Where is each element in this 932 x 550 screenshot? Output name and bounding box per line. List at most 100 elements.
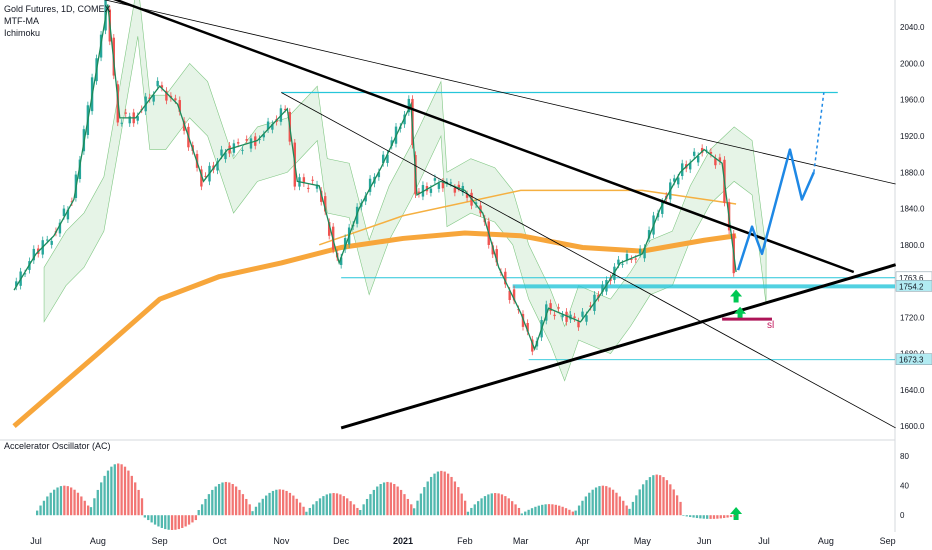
candle-body — [182, 120, 186, 131]
osc-bar — [342, 496, 345, 516]
osc-bar — [463, 500, 467, 516]
candle-body — [526, 322, 529, 332]
osc-bar — [39, 505, 42, 516]
chart-legend: Gold Futures, 1D, COMEX MTF-MA Ichimoku — [4, 3, 111, 39]
osc-bar — [87, 505, 90, 516]
candle-body — [581, 311, 584, 317]
osc-bar — [150, 515, 153, 523]
oscillator-title[interactable]: Accelerator Oscillator (AC) — [4, 441, 111, 451]
osc-bar — [466, 511, 470, 516]
candle-body — [377, 172, 381, 178]
candle-body — [465, 194, 469, 198]
osc-bar — [80, 496, 83, 516]
trendlines[interactable] — [98, 0, 897, 430]
price-tick-label: 1920.0 — [900, 132, 925, 141]
time-axis[interactable]: Jul Aug Sep Oct Nov Dec 2021 Feb Mar Apr May Jun Jul… — [30, 536, 895, 546]
osc-bar — [558, 505, 561, 516]
osc-bar — [70, 487, 73, 516]
candle-body — [58, 222, 62, 234]
osc-bar — [497, 493, 500, 516]
candle-body — [508, 290, 511, 300]
candle-body — [441, 181, 445, 189]
candle-body — [573, 316, 576, 319]
osc-bar — [544, 504, 547, 516]
candle-body — [709, 151, 713, 154]
candle-body — [156, 80, 159, 87]
osc-bar — [507, 498, 510, 516]
osc-bar — [302, 506, 305, 516]
osc-bar — [446, 473, 450, 516]
osc-bar — [530, 508, 534, 516]
osc-bar — [541, 504, 544, 516]
candle-body — [689, 162, 692, 170]
osc-bar — [292, 495, 295, 516]
candle-body — [407, 98, 411, 113]
osc-bar — [601, 485, 605, 516]
osc-bar — [622, 500, 625, 516]
price-tick-label: 1600.0 — [900, 422, 925, 431]
osc-bar — [362, 504, 365, 516]
osc-bar — [410, 504, 413, 516]
osc-bar — [611, 489, 615, 516]
symbol-title[interactable]: Gold Futures, 1D, COMEX — [4, 4, 111, 14]
osc-bar — [534, 506, 537, 516]
candle-body — [677, 177, 680, 185]
osc-bar — [184, 515, 187, 527]
osc-bar — [382, 482, 386, 516]
osc-bar — [251, 511, 254, 516]
indicator-mtf-ma[interactable]: MTF-MA — [4, 16, 39, 26]
osc-tick-label: 80 — [900, 452, 909, 461]
candle-body — [630, 259, 633, 261]
osc-bar — [665, 480, 669, 516]
price-label-box — [895, 280, 932, 292]
price-tick-label: 1800.0 — [900, 241, 925, 250]
osc-bar — [318, 498, 322, 516]
candle-body — [718, 157, 722, 162]
mtf-ma-line — [12, 230, 737, 429]
candle-body — [386, 154, 389, 163]
candle-body — [136, 116, 139, 121]
moving-averages — [12, 189, 737, 429]
price-tick-label: 1720.0 — [900, 313, 925, 322]
projection-path — [736, 92, 825, 271]
price-axis[interactable]: 1600.01640.01680.01720.01760.01800.01840… — [895, 23, 932, 431]
candle-body — [565, 311, 568, 322]
osc-bar — [615, 492, 618, 516]
candle-body — [696, 155, 700, 163]
osc-bar — [322, 496, 325, 516]
osc-bar — [699, 515, 702, 519]
osc-bar — [271, 490, 275, 516]
horizontal-levels[interactable] — [281, 91, 895, 361]
osc-bar — [332, 493, 335, 516]
osc-bar — [719, 515, 722, 519]
osc-bar — [261, 498, 264, 516]
osc-bar — [147, 515, 150, 521]
candle-body — [178, 100, 181, 112]
osc-bar — [702, 515, 705, 519]
candle-body — [368, 178, 372, 192]
osc-bar — [181, 515, 184, 528]
osc-bar — [372, 489, 376, 516]
candle-body — [453, 187, 457, 193]
osc-bar — [42, 500, 46, 516]
candle-body — [343, 238, 347, 250]
price-label: 1763.6 — [899, 274, 924, 283]
osc-bar — [194, 515, 198, 521]
osc-bar — [450, 476, 453, 516]
osc-bar — [584, 496, 588, 516]
osc-bar — [130, 475, 133, 516]
osc-bar — [228, 482, 231, 516]
osc-bar — [197, 510, 200, 516]
time-tick-label: Aug — [818, 536, 834, 546]
indicator-ichimoku[interactable]: Ichimoku — [4, 28, 41, 38]
trendline — [281, 92, 896, 429]
candle-body — [339, 257, 343, 265]
osc-bar — [504, 496, 507, 516]
osc-bar — [709, 515, 712, 519]
candle-body — [457, 184, 461, 188]
oscillator-axis[interactable]: 0 40 80 — [900, 452, 909, 520]
osc-bar — [53, 489, 56, 516]
osc-bar — [577, 505, 581, 516]
osc-bar — [511, 501, 514, 516]
